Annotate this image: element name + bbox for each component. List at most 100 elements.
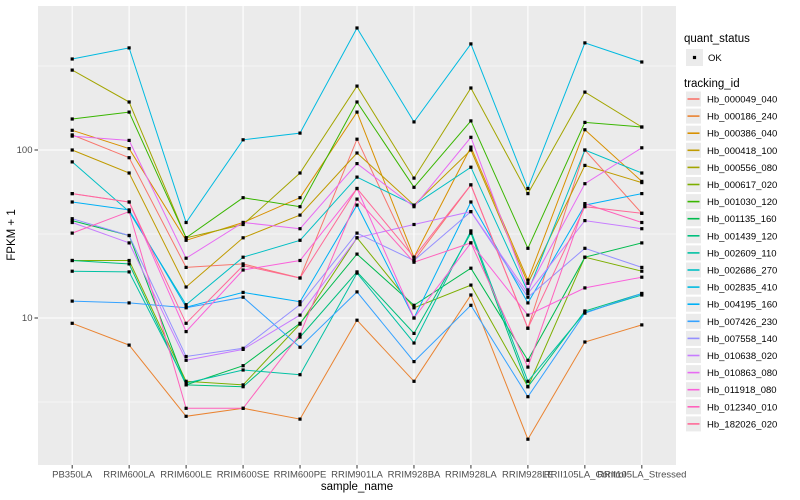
legend-title-quant-status: quant_status [684,33,750,45]
data-point [241,383,245,387]
data-point [70,321,74,325]
data-point [583,255,587,259]
x-tick-label: RRIM928BA [388,470,441,481]
data-point [640,291,644,296]
data-point [184,303,188,307]
legend-series-label: Hb_182026_020 [707,419,777,430]
x-tick-label: RRII105LA_Stressed [597,470,686,481]
x-tick-label: RRIM928LA [445,470,497,481]
data-point [355,137,359,141]
data-point [583,182,587,186]
data-point [184,406,188,410]
legend-series-label: Hb_007558_140 [707,334,777,345]
data-point [526,295,530,299]
legend-series-label: Hb_007426_230 [707,317,777,328]
data-point [241,262,245,266]
legend-series-label: Hb_010863_080 [707,368,777,379]
data-point [469,119,473,123]
data-point [127,270,131,274]
data-point [526,326,530,330]
gridlines [38,6,676,465]
data-point [127,46,131,50]
data-point [583,163,587,167]
data-point [241,385,245,389]
data-point [469,165,473,169]
data-point [469,145,473,149]
legend-series-label: Hb_000049_040 [707,95,777,106]
legend-title-tracking-id: tracking_id [684,78,740,90]
data-point [298,213,302,217]
data-point [412,316,416,320]
data-point [355,162,359,166]
legend-series-label: Hb_011918_080 [707,385,777,396]
data-point [127,343,131,347]
y-tick-label: 10 [22,313,33,324]
data-point [526,365,530,369]
data-point [241,347,245,351]
data-point [241,138,245,142]
x-axis-title: sample_name [321,481,393,493]
x-tick-label: RRIM600SE [217,470,270,481]
data-point [469,266,473,270]
data-point [70,220,74,225]
data-point [640,146,644,150]
legend-series-label: Hb_001439_120 [707,231,777,242]
data-point [298,171,302,175]
data-point [355,197,359,201]
data-point [583,246,587,250]
data-point [583,41,587,45]
data-point [526,313,530,317]
data-point [526,358,530,362]
legend-series-label: Hb_002609_110 [707,248,777,259]
data-point [298,345,302,349]
data-point [127,210,131,214]
data-point [469,229,473,233]
data-point [640,220,644,225]
data-point [127,200,131,204]
data-point [640,241,644,245]
data-point [355,318,359,322]
data-point [127,258,131,263]
data-point [412,222,416,227]
data-point [526,192,530,196]
data-point [583,286,587,290]
data-point [412,120,416,124]
data-point [241,264,245,268]
legend-series-label: Hb_000418_100 [707,146,777,157]
data-point [298,321,302,325]
data-point [241,290,245,294]
data-point [583,311,587,315]
data-point [298,258,302,263]
data-point [70,57,74,61]
data-point [298,238,302,242]
data-point [526,437,530,441]
data-point [127,156,131,160]
data-point [583,120,587,124]
data-point [583,340,587,344]
data-point [526,246,530,250]
data-point [412,205,416,209]
data-point [355,236,359,240]
legend-series-label: Hb_000386_040 [707,129,777,140]
data-point [640,192,644,196]
x-tick-label: RRIM928LE [502,470,554,481]
data-point [298,227,302,231]
legend-series-label: Hb_001135_160 [707,214,777,225]
data-point [298,205,302,209]
data-point [640,275,644,279]
data-point [526,281,530,285]
data-point [412,255,416,259]
x-tick-label: RRIM600LE [160,470,212,481]
data-point [127,301,131,305]
data-point [298,276,302,280]
x-tick-label: RRII105LA_Control [544,470,626,481]
data-point [70,117,74,121]
data-point [241,236,245,240]
legend-series-label: Hb_000556_080 [707,163,777,174]
data-point [355,231,359,235]
data-point [526,301,530,305]
legend-series-label: Hb_000186_240 [707,112,777,123]
data-point [184,236,188,240]
data-point [298,303,302,307]
x-tick-label: PB350LA [52,470,93,481]
